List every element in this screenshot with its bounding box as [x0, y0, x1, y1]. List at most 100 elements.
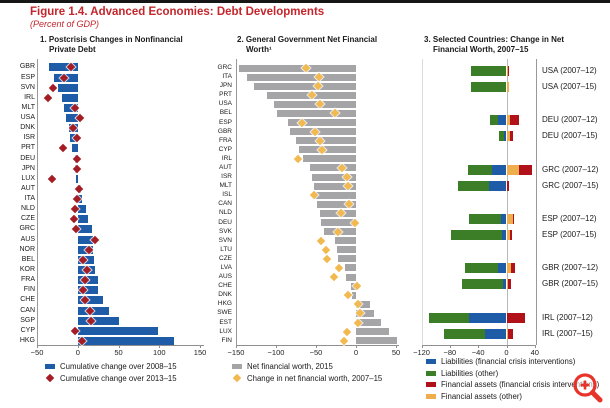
panel1-left-axis — [37, 59, 38, 345]
tick-label: 50 — [391, 348, 401, 357]
legend-label: Change in net financial worth, 2007–15 — [247, 373, 383, 383]
category-label: GBR — [19, 63, 35, 71]
legend-item: Cumulative change over 2013–15 — [45, 373, 177, 385]
bar — [77, 336, 174, 345]
panel3-legend: Liabilities (financial crisis interventi… — [426, 356, 599, 402]
yellow-stack-swatch-icon — [426, 393, 436, 399]
bar — [58, 83, 78, 92]
stack-segment — [510, 115, 520, 126]
tick-label: 50 — [114, 348, 123, 357]
stack-segment — [506, 66, 508, 76]
stack-segment — [501, 229, 507, 240]
diamond-marker — [342, 327, 352, 336]
diamond-marker — [322, 254, 332, 264]
bar — [313, 182, 356, 190]
category-label: CYP — [218, 145, 232, 153]
bar — [335, 237, 356, 245]
diamond-marker — [339, 336, 349, 345]
category-label: PRT — [219, 91, 232, 99]
diamond-marker — [75, 184, 84, 194]
axis-tick — [478, 345, 480, 348]
category-label: JPN — [21, 164, 35, 172]
bar — [72, 144, 78, 153]
category-label: LUX — [219, 327, 232, 335]
bar — [356, 300, 370, 308]
category-label: IRL (2007–15) — [542, 328, 593, 338]
red-stack-swatch-icon — [426, 382, 436, 388]
category-label: NLD — [20, 205, 35, 213]
category-label: ISL — [222, 191, 232, 199]
category-label: USA (2007–15) — [542, 82, 597, 91]
axis-tick — [159, 345, 161, 348]
panel1-x-axis — [37, 345, 204, 346]
category-label: ESP (2007–12) — [542, 213, 597, 223]
category-label: CZE — [21, 215, 35, 223]
panel3-title: 3. Selected Countries: Change in Net Fin… — [424, 35, 604, 55]
legend-item: Change in net financial worth, 2007–15 — [232, 373, 382, 385]
diamond-marker — [49, 83, 58, 92]
axis-tick — [77, 345, 79, 348]
category-label: AUT — [219, 163, 232, 171]
tick-label: 150 — [193, 348, 207, 357]
legend-item: Financial assets (financial crisis inter… — [426, 379, 599, 391]
panel2-x-axis — [236, 345, 399, 346]
stack-segment — [465, 263, 498, 274]
category-label: KOR — [19, 266, 35, 273]
category-label: USA (2007–12) — [542, 66, 597, 75]
stack-segment — [507, 66, 509, 76]
figure-title: Figure 1.4. Advanced Economies: Debt Dev… — [30, 6, 325, 18]
bar — [346, 273, 356, 281]
stack-segment — [507, 279, 512, 290]
bar — [320, 219, 356, 227]
category-label: BEL — [21, 255, 35, 263]
category-label: IRL — [221, 154, 232, 162]
tick-label: 0 — [353, 348, 359, 357]
bar — [299, 146, 356, 154]
category-label: FRA — [219, 136, 232, 144]
category-label: GRC (2007–15) — [542, 180, 599, 190]
axis-tick — [276, 345, 277, 348]
stack-segment — [510, 263, 515, 274]
category-label: IRL (2007–12) — [542, 312, 593, 322]
legend-label: Financial assets (financial crisis inter… — [441, 380, 600, 390]
legend-label: Cumulative change over 2008–15 — [60, 362, 177, 372]
tick-label: 40 — [530, 348, 539, 357]
axis-tick — [421, 345, 423, 348]
category-label: GBR — [217, 127, 232, 135]
panel1-legend: Cumulative change over 2008–15 Cumulativ… — [45, 361, 177, 384]
category-label: ESP — [20, 73, 35, 81]
category-label: GRC — [217, 64, 232, 71]
legend-label: Cumulative change over 2013–15 — [60, 373, 177, 383]
stack-segment — [457, 180, 489, 191]
category-label: CAN — [218, 200, 232, 208]
bar — [66, 114, 78, 123]
category-label: MLT — [21, 103, 35, 111]
bar — [247, 73, 356, 81]
legend-item: Financial assets (other) — [426, 391, 599, 403]
legend-item: Liabilities (other) — [426, 368, 599, 380]
category-label: DEU — [20, 154, 35, 162]
category-label: DEU (2007–15) — [542, 131, 598, 141]
category-label: LTU — [220, 245, 232, 253]
stack-segment — [490, 115, 498, 126]
panel1-title-line2: Private Debt — [49, 45, 96, 54]
category-label: ITA — [222, 73, 232, 81]
zoom-in-magnifier-icon[interactable] — [570, 370, 606, 406]
stack-segment — [506, 263, 511, 274]
category-label: ISR — [221, 173, 232, 181]
stack-segment — [471, 66, 507, 76]
tick-label: 100 — [153, 348, 166, 357]
tick-label: −40 — [471, 348, 485, 357]
stack-segment — [506, 82, 509, 92]
stack-segment — [506, 229, 511, 240]
category-label: LVA — [220, 263, 232, 271]
category-label: SVN — [20, 83, 35, 91]
stack-segment — [488, 180, 507, 191]
panel3-zero-gridline — [506, 59, 508, 345]
category-label: BEL — [219, 109, 232, 117]
tick-label: −50 — [30, 348, 44, 357]
stack-segment — [506, 328, 508, 339]
panel2-title-line1: 2. General Government Net Financial — [237, 35, 378, 44]
tick-label: −150 — [227, 348, 245, 357]
bar — [77, 326, 158, 335]
